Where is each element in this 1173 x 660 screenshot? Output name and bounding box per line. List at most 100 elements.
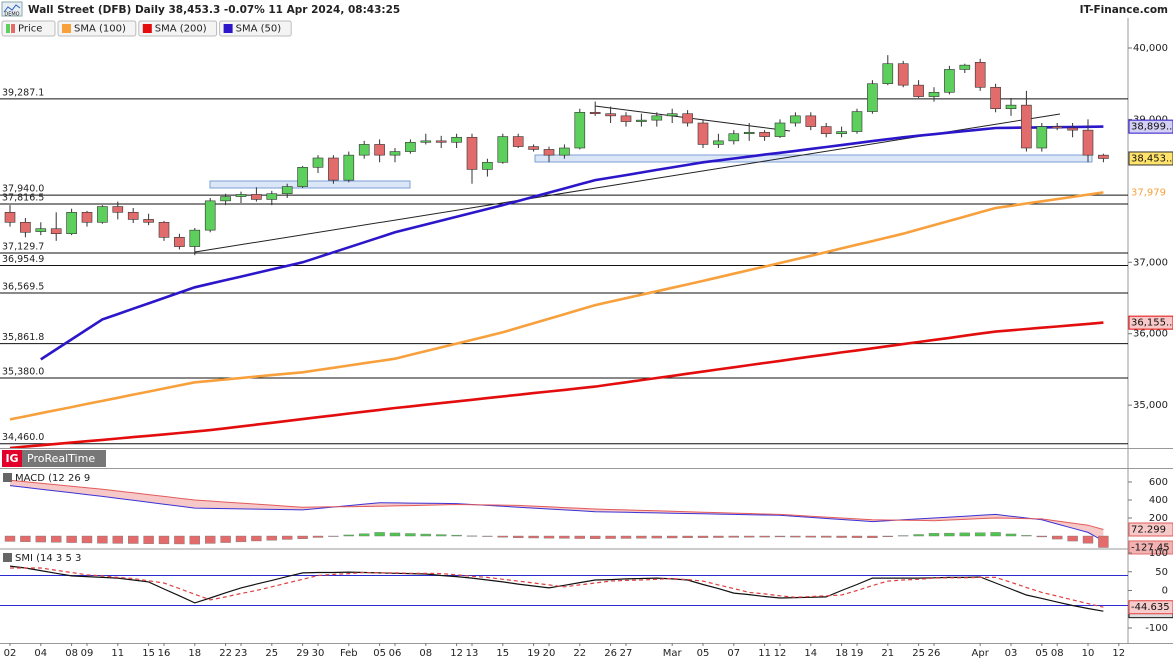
candle-body <box>543 149 555 156</box>
source: IT-Finance.com <box>1080 4 1168 16</box>
histogram-bar <box>744 535 755 538</box>
histogram-bar <box>466 535 478 537</box>
level-label: 37,129.7 <box>2 242 44 253</box>
candle-body <box>81 211 93 223</box>
candle-body <box>174 236 185 247</box>
histogram-bar <box>359 533 370 537</box>
x-tick-label: Mar <box>663 648 683 659</box>
x-tick-label: 03 <box>1005 648 1018 659</box>
histogram-bar <box>1098 535 1109 548</box>
x-tick-label: 20 <box>543 648 556 659</box>
histogram-bar <box>127 535 139 544</box>
x-tick-label: 05 <box>1035 648 1048 659</box>
histogram-bar <box>497 535 508 538</box>
level-label: 35,861.8 <box>2 332 44 343</box>
y-tick-label: 37,000 <box>1133 257 1168 268</box>
candle-body <box>728 133 740 142</box>
candle-body <box>836 131 847 135</box>
histogram-bar <box>4 535 16 542</box>
histogram-bar <box>1082 535 1094 544</box>
value-label: -127.45 <box>1131 543 1170 554</box>
histogram-bar <box>713 535 724 538</box>
histogram-bar <box>898 535 909 537</box>
candle-body <box>127 211 139 220</box>
histogram-bar <box>590 535 601 539</box>
candle-body <box>944 69 955 93</box>
x-tick-label: 15 <box>496 648 509 659</box>
histogram-bar <box>482 535 493 537</box>
support-zone <box>534 154 1093 163</box>
histogram-bar <box>759 535 770 538</box>
histogram-bar <box>559 535 570 539</box>
histogram-bar <box>774 535 786 538</box>
legend-swatch <box>223 24 233 33</box>
x-tick-label: 21 <box>881 648 894 659</box>
histogram-bar <box>620 535 632 539</box>
candle-body <box>897 63 909 86</box>
y-tick-label: 50 <box>1155 567 1168 578</box>
legend-swatch <box>62 24 71 33</box>
series-line <box>40 125 1104 361</box>
candle-body <box>682 113 693 124</box>
x-tick-label: 08 <box>65 648 78 659</box>
histogram-bar <box>312 535 324 538</box>
legend-box <box>219 20 292 37</box>
candle-body <box>66 211 77 235</box>
histogram-bar <box>143 535 154 544</box>
candle-body <box>266 193 278 200</box>
title-bar <box>0 0 1173 18</box>
histogram-bar <box>574 535 585 539</box>
histogram-bar <box>266 535 277 541</box>
value-label: 38,453... <box>1131 153 1173 164</box>
candle-body <box>204 200 216 231</box>
series-line <box>9 485 1104 542</box>
histogram-bar <box>1067 535 1078 542</box>
candle-body <box>697 122 709 145</box>
histogram-bar <box>636 535 647 539</box>
title: Wall Street (DFB) Daily 38,453.3 -0.07% … <box>28 4 400 16</box>
x-tick-label: 22 <box>219 648 232 659</box>
legend-box <box>1 20 56 37</box>
y-tick-label: 0 <box>1162 586 1168 597</box>
level-label: 37,940.0 <box>2 184 44 195</box>
histogram-bar <box>1036 535 1048 538</box>
level-label: 35,380.0 <box>2 367 44 378</box>
candle-body <box>528 146 539 150</box>
histogram-bar <box>297 535 308 539</box>
candle-body <box>559 147 570 156</box>
histogram-bar <box>1005 533 1017 537</box>
level-label: 34,460.0 <box>2 432 44 443</box>
series-line <box>9 191 1104 421</box>
histogram-bar <box>97 535 108 544</box>
series-line <box>9 565 1104 612</box>
x-tick-label: 30 <box>312 648 325 659</box>
y-tick-label: 200 <box>1149 513 1168 524</box>
value-label: 37,979 <box>1131 187 1166 198</box>
histogram-bar <box>189 535 201 545</box>
candle-body <box>220 196 231 202</box>
candle-body <box>189 229 201 247</box>
histogram-bar <box>836 535 847 538</box>
x-tick-label: 05 <box>373 648 386 659</box>
histogram-bar <box>913 534 924 537</box>
histogram-bar <box>697 535 709 538</box>
x-tick-label: 09 <box>81 648 94 659</box>
logo-text: DEMO <box>4 12 19 18</box>
histogram-bar <box>1021 535 1032 537</box>
candle-body <box>913 84 924 97</box>
legend-swatch <box>142 24 152 33</box>
histogram-bar <box>805 535 816 538</box>
histogram-bar <box>420 533 431 537</box>
candle-body <box>482 161 493 170</box>
panel-title: MACD (12 26 9 <box>15 473 90 484</box>
candle-body <box>435 140 447 143</box>
candle-body <box>589 111 601 115</box>
y-tick-label: 40,000 <box>1133 43 1168 54</box>
candle-body <box>774 122 786 137</box>
candle-body <box>1082 129 1094 156</box>
candle-body <box>35 228 47 232</box>
legend-box <box>138 20 218 37</box>
candle-body <box>343 154 355 181</box>
candle-body <box>50 228 62 235</box>
